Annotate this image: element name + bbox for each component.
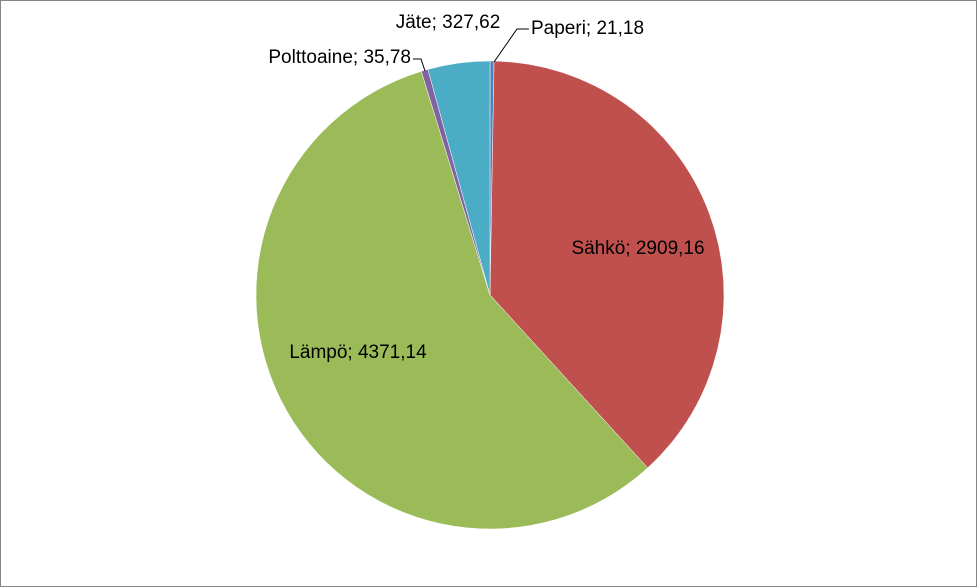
- leader-lines: [413, 28, 529, 72]
- data-label-jate: Jäte; 327,62: [396, 12, 501, 33]
- leader-line-polttoaine: [413, 58, 426, 72]
- pie-slice-lampo: [255, 70, 649, 530]
- data-labels: Paperi; 21,18 Sähkö; 2909,16 Lämpö; 4371,1…: [268, 12, 704, 363]
- pie-slices: [255, 60, 725, 530]
- data-label-paperi: Paperi; 21,18: [531, 18, 644, 39]
- pie-slice-jate: [427, 60, 491, 296]
- data-label-sahko: Sähkö; 2909,16: [571, 238, 704, 259]
- data-label-lampo: Lämpö; 4371,14: [289, 342, 427, 363]
- data-label-polttoaine: Polttoaine; 35,78: [268, 47, 411, 68]
- pie-slice-sahko: [489, 60, 725, 469]
- leader-line-paperi: [493, 28, 529, 63]
